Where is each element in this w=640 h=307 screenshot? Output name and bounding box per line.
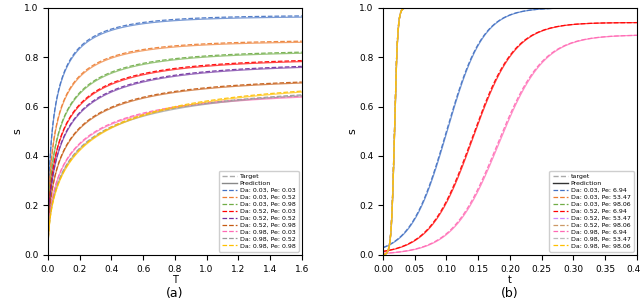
Legend: target, Prediction, Da: 0.03, Pe: 6.94, Da: 0.03, Pe: 53.47, Da: 0.03, Pe: 98.06: target, Prediction, Da: 0.03, Pe: 6.94, … bbox=[549, 171, 634, 252]
Y-axis label: s: s bbox=[348, 128, 358, 134]
Text: (a): (a) bbox=[166, 287, 184, 300]
Legend: Target, Prediction, Da: 0.03, Pe: 0.03, Da: 0.03, Pe: 0.52, Da: 0.03, Pe: 0.98, : Target, Prediction, Da: 0.03, Pe: 0.03, … bbox=[218, 171, 299, 252]
X-axis label: T: T bbox=[172, 275, 178, 285]
Text: (b): (b) bbox=[501, 287, 518, 300]
Y-axis label: s: s bbox=[13, 128, 22, 134]
X-axis label: t: t bbox=[508, 275, 512, 285]
